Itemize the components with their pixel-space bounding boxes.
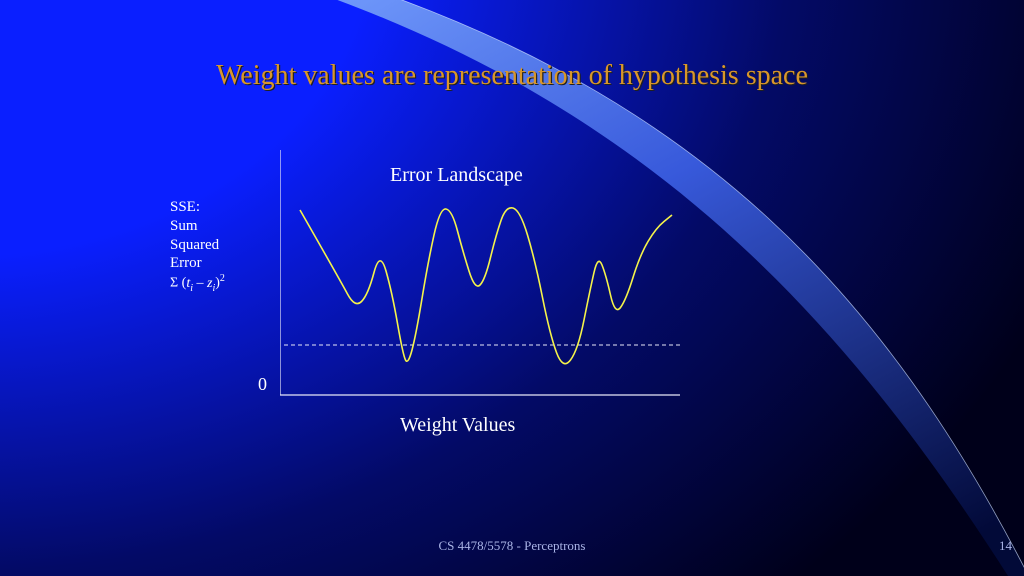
origin-zero-label: 0 — [258, 374, 267, 395]
y-axis-label-sse: SSE: Sum Squared Error Σ (ti – zi)2 — [170, 198, 290, 295]
slide-title: Weight values are representation of hypo… — [0, 60, 1024, 92]
error-curve — [300, 208, 672, 364]
slide-footer: CS 4478/5578 - Perceptrons — [0, 538, 1024, 554]
sse-line-4: Error — [170, 254, 290, 273]
chart-svg — [280, 150, 690, 410]
error-landscape-chart: Error Landscape SSE: Sum Squared Error Σ… — [280, 150, 690, 450]
page-number: 14 — [999, 538, 1012, 554]
sse-line-3: Squared — [170, 236, 290, 255]
sse-line-2: Sum — [170, 217, 290, 236]
sse-formula: Σ (ti – zi)2 — [170, 273, 290, 295]
x-axis-label: Weight Values — [400, 414, 515, 437]
sse-line-1: SSE: — [170, 198, 290, 217]
